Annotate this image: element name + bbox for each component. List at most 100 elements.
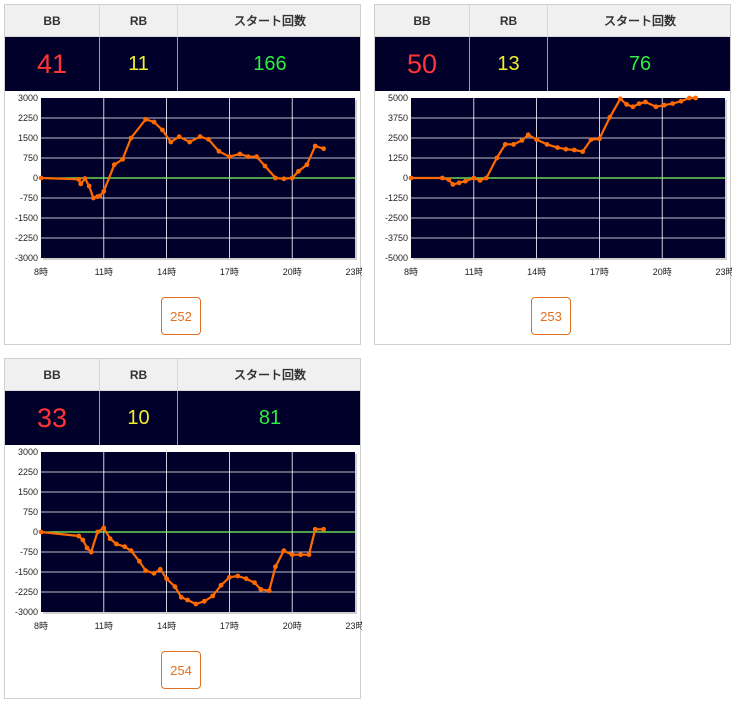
data-point <box>143 568 149 574</box>
data-point <box>151 119 157 125</box>
slump-graph: 3000 2250 1500 750 0 -750 -1500 -2250 -3000 8時 11時… <box>15 447 362 631</box>
data-point <box>312 143 318 149</box>
data-point <box>661 102 667 108</box>
data-point <box>502 142 508 147</box>
y-tick-label: 3750 <box>388 113 408 123</box>
data-point <box>511 142 516 147</box>
machine-number-button[interactable]: 253 <box>531 297 571 335</box>
y-tick-label: 0 <box>33 527 38 537</box>
card-values: 33 10 81 <box>5 391 360 445</box>
data-point <box>477 178 483 183</box>
header-start: スタート回数 <box>233 368 306 382</box>
machine-number-button[interactable]: 254 <box>161 651 201 689</box>
x-tick-label: 23時 <box>715 267 732 277</box>
header-start: スタート回数 <box>603 14 676 28</box>
data-point <box>450 182 456 187</box>
y-tick-label: 2250 <box>18 113 38 123</box>
data-point <box>101 525 107 531</box>
data-point <box>636 101 642 106</box>
data-point <box>168 139 174 145</box>
data-point <box>111 162 117 168</box>
data-card-254: BB RB スタート回数 33 10 81 3000 2250 1500 750 0 -7… <box>4 358 362 699</box>
data-point <box>298 552 303 558</box>
data-point <box>82 176 88 181</box>
x-tick-label: 17時 <box>590 267 609 277</box>
y-tick-label: -3000 <box>15 253 38 263</box>
x-tick-label: 17時 <box>220 621 239 631</box>
data-point <box>237 151 243 157</box>
data-point <box>273 564 278 570</box>
y-tick-label: 1250 <box>388 153 408 163</box>
y-tick-label: -1500 <box>15 213 38 223</box>
data-point <box>178 594 184 600</box>
data-point <box>262 163 268 169</box>
data-point <box>483 175 489 181</box>
data-point <box>210 593 216 599</box>
data-point <box>321 526 326 532</box>
data-point <box>525 132 531 138</box>
y-tick-label: 2500 <box>388 133 408 143</box>
data-point <box>206 136 211 142</box>
data-point <box>670 101 676 106</box>
y-tick-label: 750 <box>23 507 38 517</box>
y-tick-label: -750 <box>20 193 38 203</box>
data-point <box>471 175 477 181</box>
data-point <box>624 102 630 107</box>
header-rb: RB <box>100 5 178 37</box>
data-point <box>617 96 623 102</box>
data-point <box>563 146 569 152</box>
y-tick-label: 750 <box>23 153 38 163</box>
data-point <box>107 536 113 542</box>
x-tick-label: 14時 <box>157 267 176 277</box>
data-point <box>534 137 539 142</box>
rb-value: 10 <box>100 391 178 445</box>
data-point <box>306 552 312 558</box>
data-point <box>97 193 103 199</box>
data-point <box>235 573 241 579</box>
data-point <box>597 136 602 142</box>
y-tick-label: 5000 <box>388 93 408 103</box>
data-point <box>607 114 613 120</box>
data-point <box>555 145 560 150</box>
slump-graph: 5000 3750 2500 1250 0 -1250 -2500 -3750 -5000 8時 1… <box>385 93 732 277</box>
data-point <box>693 95 699 101</box>
machine-number-button[interactable]: 252 <box>161 297 201 335</box>
data-point <box>164 576 170 582</box>
data-point <box>95 529 100 535</box>
data-point <box>38 175 44 181</box>
data-point <box>312 526 318 532</box>
data-point <box>254 154 260 160</box>
y-tick-label: -3750 <box>385 233 408 243</box>
data-point <box>296 168 301 174</box>
data-point <box>78 181 84 187</box>
data-point <box>571 147 577 153</box>
data-point <box>185 597 190 603</box>
x-tick-label: 23時 <box>345 621 362 631</box>
data-point <box>76 533 82 539</box>
y-tick-label: -3000 <box>15 607 38 617</box>
data-point <box>580 149 586 154</box>
x-tick-label: 20時 <box>283 267 302 277</box>
rb-value: 13 <box>470 37 548 91</box>
data-point <box>252 580 257 586</box>
bb-value: 41 <box>5 37 100 91</box>
card-values: 41 11 166 <box>5 37 360 91</box>
data-point <box>128 135 134 141</box>
data-point <box>243 576 249 582</box>
y-tick-label: 1500 <box>18 133 38 143</box>
start-count-value: 81 <box>258 407 282 429</box>
data-point <box>143 116 149 122</box>
data-point <box>258 586 264 592</box>
data-point <box>128 548 134 554</box>
data-point <box>273 175 278 181</box>
x-tick-label: 20時 <box>653 267 672 277</box>
data-point <box>122 544 128 550</box>
data-point <box>88 549 94 555</box>
y-tick-label: -2250 <box>15 587 38 597</box>
card-header: BB RB スタート回数 <box>5 359 360 391</box>
data-point <box>187 139 193 145</box>
x-tick-label: 14時 <box>527 267 546 277</box>
y-tick-label: 0 <box>403 173 408 183</box>
data-point <box>588 137 594 142</box>
x-tick-label: 8時 <box>404 267 418 277</box>
